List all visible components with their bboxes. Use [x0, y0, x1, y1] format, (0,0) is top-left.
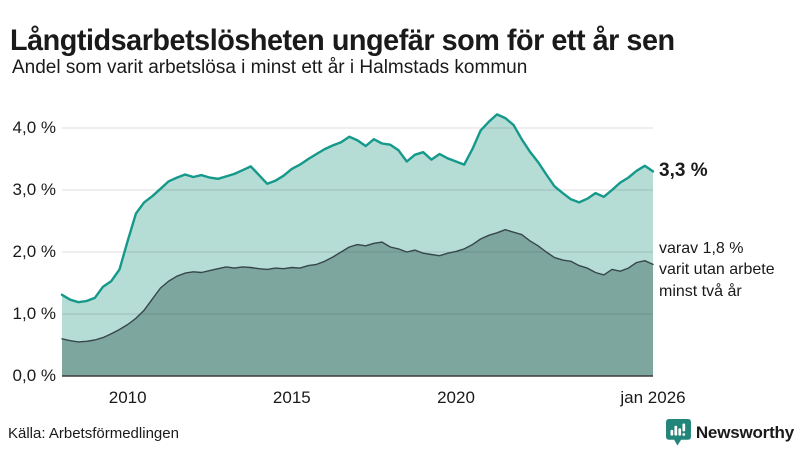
- newsworthy-wordmark: Newsworthy: [695, 422, 794, 442]
- area-series-1: [62, 229, 653, 376]
- chart-title: Långtidsarbetslösheten ungefär som för e…: [10, 24, 675, 58]
- two-year-note-label: varav 1,8 % varit utan arbete minst två …: [659, 240, 775, 300]
- newsworthy-bubble-chart-icon: [665, 419, 691, 446]
- chart-subtitle: Andel som varit arbetslösa i minst ett å…: [12, 57, 528, 78]
- source-credit: Källa: Arbetsförmedlingen: [8, 425, 179, 442]
- latest-total-value-label: 3,3 %: [659, 160, 708, 181]
- newsworthy-logo: Newsworthy: [665, 419, 794, 446]
- line-series-1: [61, 228, 654, 343]
- line-series-0: [60, 113, 655, 304]
